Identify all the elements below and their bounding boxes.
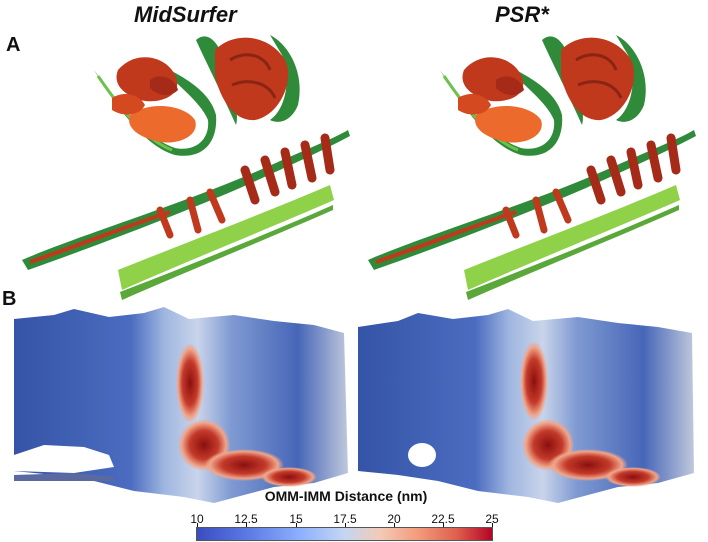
long-mitochondrion bbox=[368, 130, 696, 300]
colorbar-gradient bbox=[196, 527, 493, 541]
mitochondrion-right-cristae bbox=[215, 37, 289, 121]
mitochondrion-left-cristae bbox=[458, 57, 542, 143]
colorbar-tick-label: 15 bbox=[289, 512, 303, 526]
colorbar-tick-mark bbox=[492, 523, 493, 528]
panel-b-psr-heatmap bbox=[358, 309, 694, 503]
colorbar-tick-mark bbox=[345, 523, 346, 528]
left-column-title: MidSurfer bbox=[134, 2, 237, 27]
panel-b-label: B bbox=[2, 288, 17, 310]
colorbar-tick-label: 12.5 bbox=[234, 512, 258, 526]
long-mitochondrion bbox=[22, 130, 350, 300]
panel-a-midsurfer-render bbox=[22, 35, 350, 300]
colorbar-title: OMM-IMM Distance (nm) bbox=[264, 488, 428, 504]
colorbar-tick-mark bbox=[197, 523, 198, 528]
colorbar-tick-mark bbox=[443, 523, 444, 528]
panel-a-psr-render bbox=[368, 35, 696, 300]
colorbar-tick-label: 22.5 bbox=[431, 512, 455, 526]
colorbar-tick-mark bbox=[296, 523, 297, 528]
colorbar-tick-label: 20 bbox=[387, 512, 401, 526]
mitochondrion-left-cristae bbox=[112, 57, 196, 143]
right-column-title: PSR* bbox=[495, 2, 549, 27]
panel-b-midsurfer-heatmap bbox=[14, 307, 348, 503]
colorbar-tick-mark bbox=[394, 523, 395, 528]
mitochondrion-right-cristae bbox=[561, 37, 635, 121]
colorbar-tick-label: 17.5 bbox=[333, 512, 357, 526]
panel-a-label: A bbox=[6, 34, 21, 56]
colorbar-tick-label: 10 bbox=[190, 512, 204, 526]
colorbar-tick-mark bbox=[246, 523, 247, 528]
colorbar-tick-label: 25 bbox=[485, 512, 499, 526]
